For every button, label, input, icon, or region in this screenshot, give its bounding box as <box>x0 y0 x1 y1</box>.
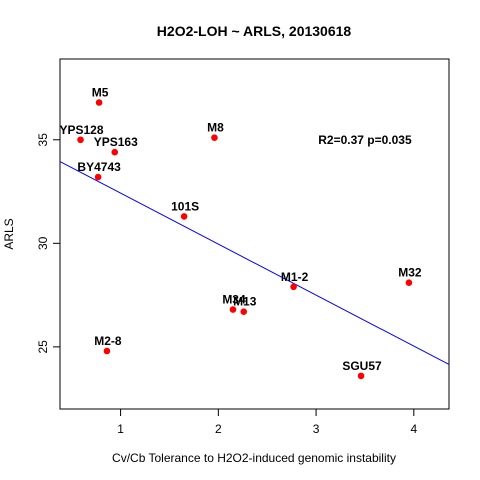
x-tick-label: 3 <box>313 422 320 436</box>
data-point <box>405 279 413 286</box>
regression-line <box>59 161 450 365</box>
point-label: M5 <box>92 85 109 99</box>
y-tick-label: 30 <box>36 236 50 250</box>
x-axis-label: Cv/Cb Tolerance to H2O2-induced genomic … <box>112 451 396 465</box>
plot-frame <box>59 58 450 410</box>
point-label: YPS128 <box>60 123 104 137</box>
y-axis-label: ARLS <box>2 218 16 249</box>
data-point <box>211 134 218 141</box>
chart-title: H2O2-LOH ~ ARLS, 20130618 <box>157 23 352 39</box>
data-point <box>290 283 297 291</box>
data-point <box>95 99 103 106</box>
point-label: M13 <box>233 295 257 309</box>
x-tick-label: 1 <box>117 422 124 436</box>
point-label: BY4743 <box>77 160 121 174</box>
data-point <box>229 306 237 313</box>
y-axis: 25 30 35 <box>36 133 60 354</box>
data-point <box>94 173 102 181</box>
point-label: 101S <box>171 199 199 213</box>
y-tick-label: 25 <box>36 340 50 354</box>
y-tick-label: 35 <box>36 133 50 147</box>
data-point <box>240 308 248 315</box>
data-point <box>103 347 111 355</box>
x-axis: 1 2 3 4 <box>117 409 417 436</box>
point-label: YPS163 <box>94 135 138 149</box>
data-point <box>180 213 188 220</box>
point-label: M2-8 <box>94 334 122 348</box>
point-label: M1-2 <box>281 270 309 284</box>
point-label: M34 <box>222 293 246 307</box>
point-label: M32 <box>398 266 422 280</box>
x-tick-label: 4 <box>410 422 417 436</box>
point-label: SGU57 <box>342 359 382 373</box>
data-point <box>357 372 365 380</box>
data-point <box>111 148 119 156</box>
x-tick-label: 2 <box>215 422 222 436</box>
plot-area <box>59 99 450 380</box>
data-point <box>77 136 84 144</box>
regression-annotation: R2=0.37 p=0.035 <box>318 133 412 147</box>
point-label: M8 <box>207 121 224 135</box>
